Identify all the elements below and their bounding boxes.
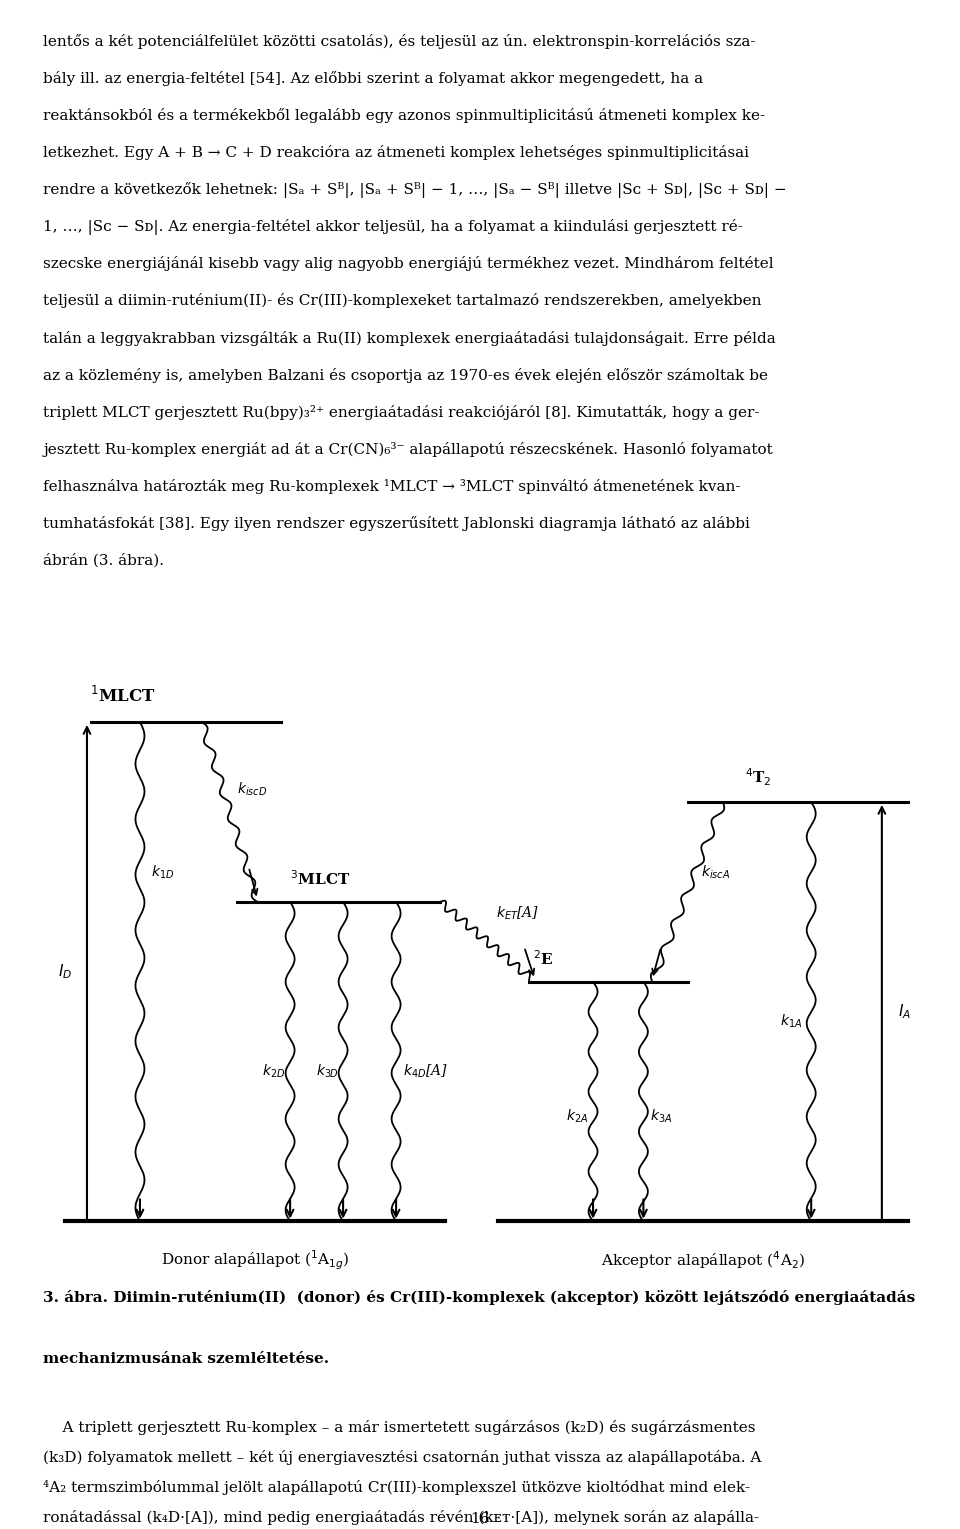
Text: 16: 16 — [470, 1512, 490, 1526]
Text: 1, …, |Sᴄ − Sᴅ|. Az energia-feltétel akkor teljesül, ha a folyamat a kiindulási : 1, …, |Sᴄ − Sᴅ|. Az energia-feltétel akk… — [43, 219, 743, 235]
Text: ronátadással (k₄D·[A]), mind pedig energiaátadás révén (kᴇᴛ·[A]), melynek során : ronátadással (k₄D·[A]), mind pedig energ… — [43, 1509, 759, 1524]
Text: $^{1}$MLCT: $^{1}$MLCT — [89, 687, 156, 706]
Text: $^{4}$T$_{2}$: $^{4}$T$_{2}$ — [745, 766, 772, 787]
Text: teljesül a diimin-ruténium(II)- és Cr(III)-komplexeket tartalmazó rendszerekben,: teljesül a diimin-ruténium(II)- és Cr(II… — [43, 294, 761, 309]
Text: tumhatásfokát [38]. Egy ilyen rendszer egyszerűsített Jablonski diagramja láthat: tumhatásfokát [38]. Egy ilyen rendszer e… — [43, 515, 750, 531]
Text: triplett MLCT gerjesztett Ru(bpy)₃²⁺ energiaátadási reakciójáról [8]. Kimutatták: triplett MLCT gerjesztett Ru(bpy)₃²⁺ ene… — [43, 405, 759, 419]
Text: szecske energiájánál kisebb vagy alig nagyobb energiájú termékhez vezet. Mindhár: szecske energiájánál kisebb vagy alig na… — [43, 257, 774, 271]
Text: ábrán (3. ábra).: ábrán (3. ábra). — [43, 553, 164, 567]
Text: $k_{2A}$: $k_{2A}$ — [566, 1109, 588, 1125]
Text: $k_{3D}$: $k_{3D}$ — [316, 1063, 339, 1081]
Text: ⁴A₂ termszimbólummal jelölt alapállapotú Cr(III)-komplexszel ütközve kioltódhat : ⁴A₂ termszimbólummal jelölt alapállapotú… — [43, 1480, 751, 1495]
Text: $k_{4D}$[A]: $k_{4D}$[A] — [403, 1063, 448, 1081]
Text: $^{3}$MLCT: $^{3}$MLCT — [290, 868, 350, 888]
Text: felhasználva határozták meg Ru-komplexek ¹MLCT → ³MLCT spinváltó átmenetének kva: felhasználva határozták meg Ru-komplexek… — [43, 479, 741, 494]
Text: A triplett gerjesztett Ru-komplex – a már ismertetett sugárzásos (k₂D) és sugárz: A triplett gerjesztett Ru-komplex – a má… — [43, 1420, 756, 1434]
Text: lentős a két potenciálfelület közötti csatolás), és teljesül az ún. elektronspin: lentős a két potenciálfelület közötti cs… — [43, 34, 756, 49]
Text: $k_{2D}$: $k_{2D}$ — [262, 1063, 286, 1081]
Text: $k_{1A}$: $k_{1A}$ — [780, 1014, 803, 1031]
Text: $k_{iscA}$: $k_{iscA}$ — [701, 864, 730, 881]
Text: 3. ábra. Diimin-ruténium(II)  (donor) és Cr(III)-komplexek (akceptor) között lej: 3. ábra. Diimin-ruténium(II) (donor) és … — [43, 1290, 916, 1304]
Text: Donor alapállapot ($^{1}$A$_{1g}$): Donor alapállapot ($^{1}$A$_{1g}$) — [160, 1249, 349, 1272]
Text: (k₃D) folyamatok mellett – két új energiavesztési csatornán juthat vissza az ala: (k₃D) folyamatok mellett – két új energi… — [43, 1449, 761, 1465]
Text: jesztett Ru-komplex energiát ad át a Cr(CN)₆³⁻ alapállapotú részecskének. Hasonl: jesztett Ru-komplex energiát ad át a Cr(… — [43, 442, 773, 457]
Text: $^{2}$E: $^{2}$E — [533, 950, 553, 968]
Text: $I_A$: $I_A$ — [898, 1003, 911, 1021]
Text: bály ill. az energia-feltétel [54]. Az előbbi szerint a folyamat akkor megengede: bály ill. az energia-feltétel [54]. Az e… — [43, 70, 704, 86]
Text: $I_D$: $I_D$ — [58, 962, 72, 982]
Text: reaktánsokból és a termékekből legalább egy azonos spinmultiplicitású átmeneti k: reaktánsokból és a termékekből legalább … — [43, 109, 765, 124]
Text: az a közlemény is, amelyben Balzani és csoportja az 1970-es évek elején először : az a közlemény is, amelyben Balzani és c… — [43, 367, 768, 382]
Text: $k_{iscD}$: $k_{iscD}$ — [237, 781, 267, 798]
Text: letkezhet. Egy A + B → C + D reakcióra az átmeneti komplex lehetséges spinmultip: letkezhet. Egy A + B → C + D reakcióra a… — [43, 145, 749, 161]
Text: rendre a következők lehetnek: |Sₐ + Sᴮ|, |Sₐ + Sᴮ| − 1, …, |Sₐ − Sᴮ| illetve |Sᴄ: rendre a következők lehetnek: |Sₐ + Sᴮ|,… — [43, 182, 787, 197]
Text: talán a leggyakrabban vizsgálták a Ru(II) komplexek energiaátadási tulajdonságai: talán a leggyakrabban vizsgálták a Ru(II… — [43, 330, 776, 346]
Text: $k_{3A}$: $k_{3A}$ — [651, 1109, 673, 1125]
Text: $k_{1D}$: $k_{1D}$ — [152, 864, 175, 881]
Text: Akceptor alapállapot ($^{4}$A$_{2}$): Akceptor alapállapot ($^{4}$A$_{2}$) — [601, 1249, 805, 1271]
Text: $k_{ET}$[A]: $k_{ET}$[A] — [496, 905, 540, 922]
Text: mechanizmusának szemléltetése.: mechanizmusának szemléltetése. — [43, 1352, 329, 1367]
